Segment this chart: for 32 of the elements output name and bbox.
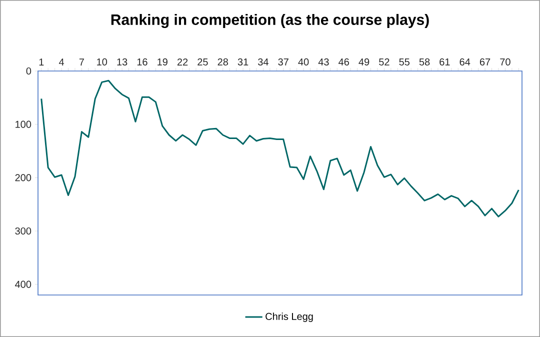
x-tick-label: 58	[419, 58, 430, 66]
x-tick-label: 61	[440, 58, 450, 66]
x-tick-label: 52	[379, 58, 390, 66]
y-tick-label: 0	[26, 67, 32, 75]
x-tick-label: 16	[137, 58, 148, 66]
x-tick-label: 64	[460, 58, 470, 66]
x-tick-label: 46	[338, 58, 349, 66]
x-tick-label: 10	[97, 58, 108, 66]
chart-title: Ranking in competition (as the course plays)	[111, 14, 429, 28]
x-tick-label: 7	[79, 58, 84, 66]
x-tick-label: 19	[158, 58, 168, 66]
x-tick-label: 1	[39, 58, 44, 66]
x-tick-label: 40	[298, 58, 309, 66]
x-tick-label: 28	[218, 58, 228, 66]
legend-label: Chris Legg	[266, 312, 313, 322]
x-tick-label: 49	[358, 58, 370, 66]
x-tick-label: 13	[117, 58, 128, 66]
line-series	[40, 80, 520, 218]
x-tick-label: 31	[238, 58, 248, 66]
y-tick-label: 200	[15, 174, 32, 182]
y-tick-label: 100	[16, 120, 32, 128]
x-tick-label: 70	[500, 58, 510, 66]
x-tick-label: 37	[278, 58, 288, 66]
x-tick-label: 22	[177, 58, 188, 66]
x-tick-label: 34	[258, 58, 268, 66]
x-tick-label: 67	[480, 58, 490, 66]
y-tick-label: 400	[15, 280, 32, 288]
x-tick-label: 25	[198, 58, 208, 66]
y-tick-label: 300	[15, 227, 32, 235]
x-tick-label: 4	[58, 58, 64, 66]
x-tick-label: 43	[318, 58, 329, 66]
x-tick-label: 55	[399, 58, 410, 66]
